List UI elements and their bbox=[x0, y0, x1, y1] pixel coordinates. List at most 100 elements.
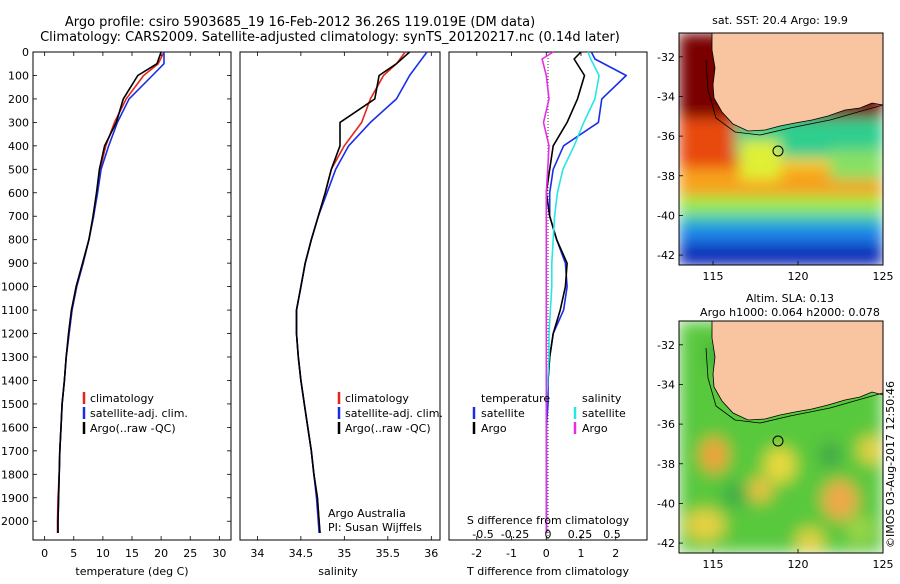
depth-tick-label: 2000 bbox=[1, 515, 29, 528]
x-tick-label: 5 bbox=[70, 547, 77, 560]
lat-tick-label: -32 bbox=[657, 339, 675, 352]
legend-label-salinity-argo: Argo bbox=[582, 422, 608, 435]
depth-tick-label: 200 bbox=[8, 93, 29, 106]
sst-map-axes: 115 120 125 -32 -34 -36 -38 -40 -42 bbox=[657, 51, 893, 283]
top-tick-label: -0.5 bbox=[472, 528, 493, 541]
lat-tick-label: -38 bbox=[657, 458, 675, 471]
x-tick-label: -1 bbox=[506, 547, 517, 560]
imos-stamp: ©IMOS 03-Aug-2017 12:50:46 bbox=[884, 381, 897, 548]
sla-land bbox=[711, 321, 883, 421]
depth-tick-label: 300 bbox=[8, 116, 29, 129]
depth-tick-label: 1700 bbox=[1, 445, 29, 458]
figure-title-line1: Argo profile: csiro 5903685_19 16-Feb-20… bbox=[65, 15, 535, 30]
legend-label-argo: Argo(..raw -QC) bbox=[345, 422, 431, 435]
lat-tick-label: -42 bbox=[657, 249, 675, 262]
credit-org: Argo Australia bbox=[328, 507, 406, 520]
sst-bathymetry-contour bbox=[705, 59, 883, 136]
depth-tick-label: 1600 bbox=[1, 421, 29, 434]
depth-tick-label: 1400 bbox=[1, 374, 29, 387]
salinity-legend: climatology satellite-adj. clim. Argo(..… bbox=[337, 392, 443, 435]
difference-panel: -2 -1 0 1 2 S difference from climatology -0… bbox=[448, 51, 648, 578]
series-line-salinity-argo bbox=[541, 51, 554, 533]
top-tick-label: -0.25 bbox=[501, 528, 529, 541]
x-tick-label: 2 bbox=[612, 547, 619, 560]
sla-map-title-line2: Argo h1000: 0.064 h2000: 0.078 bbox=[700, 306, 880, 319]
sst-map-title: sat. SST: 20.4 Argo: 19.9 bbox=[712, 14, 848, 27]
lat-tick-label: -32 bbox=[657, 51, 675, 64]
temperature-axes bbox=[32, 51, 232, 541]
temperature-legend: climatology satellite-adj. clim. Argo(..… bbox=[82, 392, 188, 435]
difference-lines bbox=[541, 51, 628, 533]
depth-tick-label: 0 bbox=[22, 46, 29, 59]
depth-tick-label: 800 bbox=[8, 234, 29, 247]
sla-map-title-line1: Altim. SLA: 0.13 bbox=[746, 292, 834, 305]
x-tick-label: -2 bbox=[471, 547, 482, 560]
lon-tick-label: 125 bbox=[873, 270, 894, 283]
legend-label-temperature-satellite: satellite bbox=[481, 407, 525, 420]
x-tick-label: 20 bbox=[154, 547, 168, 560]
series-line-argo-raw-qc- bbox=[295, 51, 411, 534]
lat-tick-label: -36 bbox=[657, 418, 675, 431]
difference-xlabel: T difference from climatology bbox=[466, 565, 629, 578]
lon-tick-label: 115 bbox=[703, 270, 724, 283]
sst-map-panel: sat. SST: 20.4 Argo: 19.9 115 120 125 -32 -3… bbox=[657, 14, 893, 283]
temperature-lines bbox=[56, 51, 165, 533]
difference-x-axis: -2 -1 0 1 2 bbox=[471, 52, 619, 560]
salinity-xlabel: salinity bbox=[318, 565, 358, 578]
sla-map-frame bbox=[678, 320, 884, 554]
legend-label-salinity-satellite: satellite bbox=[582, 407, 626, 420]
difference-top-ticks: -0.5 -0.25 0 0.25 0.5 bbox=[472, 528, 620, 541]
lon-tick-label: 120 bbox=[788, 558, 809, 571]
salinity-panel: 34 34.5 35 35.5 36 salinity climatology sate… bbox=[239, 51, 443, 578]
lat-tick-label: -36 bbox=[657, 130, 675, 143]
lat-tick-label: -40 bbox=[657, 497, 675, 510]
sst-map-frame bbox=[678, 32, 884, 266]
x-tick-label: 0 bbox=[41, 547, 48, 560]
depth-tick-label: 1000 bbox=[1, 281, 29, 294]
depth-tick-label: 1300 bbox=[1, 351, 29, 364]
legend-label-temperature-argo: Argo bbox=[481, 422, 507, 435]
legend-label-satellite: satellite-adj. clim. bbox=[90, 407, 188, 420]
sla-map-panel: Altim. SLA: 0.13 Argo h1000: 0.064 h2000… bbox=[657, 292, 893, 571]
depth-tick-label: 400 bbox=[8, 140, 29, 153]
x-tick-label: 1 bbox=[578, 547, 585, 560]
figure-title-line2: Climatology: CARS2009. Satellite-adjuste… bbox=[40, 30, 620, 45]
x-tick-label: 34 bbox=[250, 547, 264, 560]
sla-map-axes: 115 120 125 -32 -34 -36 -38 -40 -42 bbox=[657, 339, 893, 571]
x-tick-label: 25 bbox=[183, 547, 197, 560]
legend-label-climatology: climatology bbox=[345, 392, 409, 405]
legend-label-satellite: satellite-adj. clim. bbox=[345, 407, 443, 420]
argo-float-marker bbox=[772, 435, 784, 447]
top-tick-label: 0.5 bbox=[603, 528, 621, 541]
top-tick-label: 0.25 bbox=[568, 528, 593, 541]
lat-tick-label: -34 bbox=[657, 90, 675, 103]
x-tick-label: 35.5 bbox=[376, 547, 401, 560]
legend-title-salinity: salinity bbox=[582, 392, 622, 405]
lon-tick-label: 115 bbox=[703, 558, 724, 571]
sst-land bbox=[711, 33, 883, 132]
legend-title-temperature: temperature bbox=[481, 392, 550, 405]
lat-tick-label: -38 bbox=[657, 170, 675, 183]
temperature-x-axis: 0 5 10 15 20 25 30 bbox=[41, 52, 226, 560]
credit-pi: PI: Susan Wijffels bbox=[328, 521, 422, 534]
salinity-x-axis: 34 34.5 35 35.5 36 bbox=[250, 52, 438, 560]
argo-float-marker bbox=[772, 145, 784, 157]
top-tick-label: 0 bbox=[545, 528, 552, 541]
lat-tick-label: -42 bbox=[657, 537, 675, 550]
x-tick-label: 15 bbox=[125, 547, 139, 560]
depth-tick-label: 100 bbox=[8, 69, 29, 82]
difference-legend: temperature salinity satellite Argo sate… bbox=[472, 392, 626, 435]
depth-tick-label: 700 bbox=[8, 210, 29, 223]
legend-label-climatology: climatology bbox=[90, 392, 154, 405]
depth-tick-label: 1800 bbox=[1, 468, 29, 481]
x-tick-label: 36 bbox=[424, 547, 438, 560]
depth-tick-label: 500 bbox=[8, 163, 29, 176]
depth-tick-label: 600 bbox=[8, 187, 29, 200]
sla-bathymetry-contour bbox=[705, 347, 883, 424]
x-tick-label: 35 bbox=[337, 547, 351, 560]
difference-top-label: S difference from climatology bbox=[467, 514, 630, 527]
lon-tick-label: 120 bbox=[788, 270, 809, 283]
lon-tick-label: 125 bbox=[873, 558, 894, 571]
series-line-argo-raw-qc- bbox=[57, 51, 162, 533]
